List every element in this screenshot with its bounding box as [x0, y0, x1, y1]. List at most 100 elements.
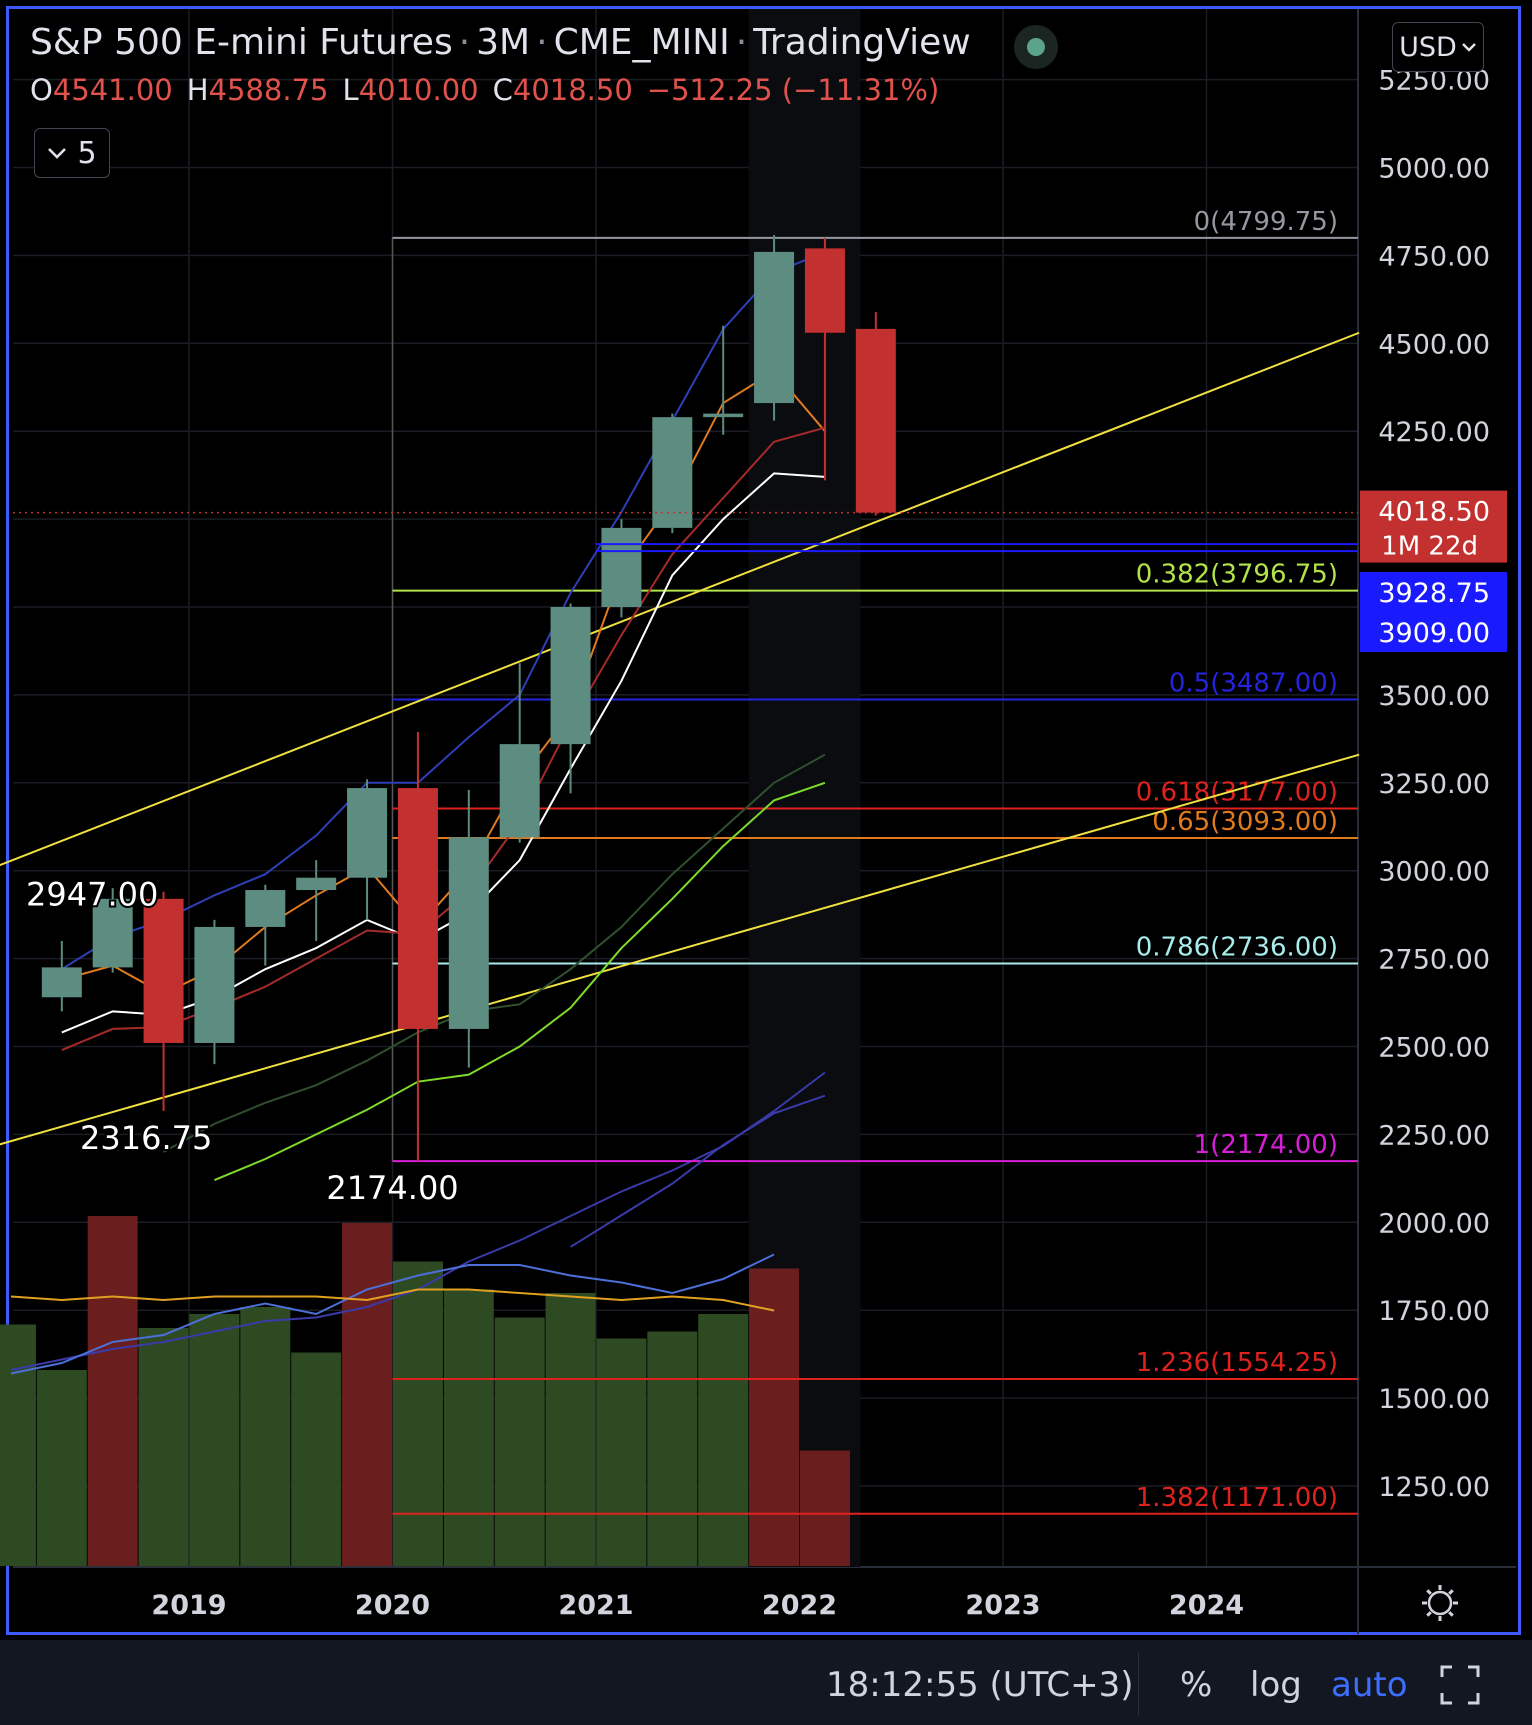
- price-annotation: 2947.00: [26, 875, 158, 913]
- price-axis-tick: 2500.00: [1378, 1033, 1490, 1064]
- volume-bar: [291, 1352, 342, 1566]
- candle: [601, 519, 642, 618]
- time-axis-tick: 2023: [965, 1590, 1040, 1621]
- moving-average-line: [61, 250, 826, 970]
- price-axis-tick: 4250.00: [1378, 417, 1490, 448]
- log-scale-toggle[interactable]: log: [1250, 1665, 1302, 1705]
- volume-bar: [36, 1370, 87, 1566]
- fib-level-label: 0.786(2736.00): [1136, 933, 1338, 963]
- candle-body: [601, 527, 642, 607]
- price-axis-tick: 5000.00: [1378, 154, 1490, 185]
- price-annotation: 2174.00: [326, 1169, 458, 1207]
- low-label: L: [342, 73, 359, 107]
- candle: [855, 312, 896, 516]
- price-label-text: 3928.75: [1378, 578, 1490, 609]
- time-axis-tick: 2020: [355, 1590, 430, 1621]
- candle: [754, 235, 795, 421]
- fib-level-label: 0.382(3796.75): [1136, 560, 1338, 590]
- price-axis-tick: 1500.00: [1378, 1384, 1490, 1415]
- candle: [194, 919, 235, 1065]
- price-axis: 1250.00 1500.00 1750.00 2000.00 2250.00 2500.…: [1360, 66, 1507, 1503]
- symbol-title[interactable]: S&P 500 E-mini Futures · 3M · CME_MINI · Tradi…: [30, 22, 971, 63]
- volume-bar: [799, 1450, 850, 1566]
- data-source: TradingView: [753, 22, 971, 63]
- candle-body: [41, 967, 82, 998]
- title-separator: ·: [735, 22, 748, 63]
- candle-body: [804, 248, 845, 333]
- fib-level-label: 1.382(1171.00): [1136, 1483, 1338, 1513]
- close-value: 4018.50: [512, 73, 633, 107]
- moving-average-line: [163, 753, 826, 1153]
- volume-bar: [240, 1307, 291, 1566]
- open-label: O: [30, 73, 53, 107]
- change-value: −512.25 (−11.31%): [646, 73, 940, 107]
- title-separator: ·: [458, 22, 471, 63]
- fibonacci-retracement: 0(4799.75) 0.382(3796.75) 0.5(3487.00) 0.61…: [391, 207, 1358, 1515]
- gear-tooth: [1426, 1611, 1432, 1617]
- volume-bar: [138, 1328, 189, 1566]
- candle: [397, 731, 438, 1162]
- candle-body: [296, 877, 337, 891]
- candle: [804, 237, 845, 481]
- fib-level-label: 1(2174.00): [1194, 1130, 1338, 1160]
- chart-footer: [0, 1640, 1532, 1725]
- price-axis-tick: 2750.00: [1378, 945, 1490, 976]
- moving-average-line: [61, 370, 826, 995]
- price-axis-tick: 3500.00: [1378, 681, 1490, 712]
- moving-average-line: [570, 1094, 826, 1248]
- indicator-count: 5: [77, 135, 97, 171]
- price-label-bg: [1360, 612, 1507, 652]
- market-status-icon[interactable]: [1014, 25, 1058, 69]
- time-axis-tick: 2019: [151, 1590, 226, 1621]
- price-label-text: 4018.50: [1378, 497, 1490, 528]
- settings-gear-icon[interactable]: [1422, 1585, 1458, 1621]
- price-label-bg: [1360, 572, 1507, 612]
- trend-line: [0, 753, 1360, 1146]
- fib-level-label: 0.5(3487.00): [1169, 668, 1338, 698]
- moving-average-line: [214, 781, 826, 1182]
- candle: [652, 413, 693, 534]
- volume-bar: [698, 1314, 749, 1566]
- price-label: 4018.50 1M 22d: [1360, 490, 1507, 563]
- candlesticks: [41, 235, 896, 1162]
- volume-bar: [596, 1338, 647, 1566]
- currency-selector[interactable]: USD: [1392, 22, 1484, 72]
- moving-average-line: [61, 426, 826, 1051]
- auto-scale-toggle[interactable]: auto: [1331, 1665, 1408, 1705]
- volume-ma-line: [10, 1253, 775, 1375]
- price-annotations: 2947.00 2316.75 2174.00: [13, 511, 1358, 1209]
- symbol-interval: 3M: [476, 22, 531, 63]
- price-chart[interactable]: 0(4799.75) 0.382(3796.75) 0.5(3487.00) 0.61…: [0, 0, 1532, 1640]
- candle-body: [245, 890, 286, 927]
- price-axis-tick: 3250.00: [1378, 769, 1490, 800]
- candle-body: [754, 251, 795, 404]
- session-clock[interactable]: 18:12:55 (UTC+3): [826, 1665, 1134, 1705]
- trend-line: [0, 331, 1360, 867]
- candle: [550, 603, 591, 794]
- currency-label: USD: [1399, 31, 1457, 63]
- volume-bars: [0, 1216, 850, 1566]
- candle-body: [347, 788, 388, 878]
- ohlc-values: O4541.00 H4588.75 L4010.00 C4018.50 −512.25 …: [30, 73, 971, 107]
- price-axis-tick: 1250.00: [1378, 1472, 1490, 1503]
- high-label: H: [186, 73, 209, 107]
- time-axis-tick: 2022: [762, 1590, 837, 1621]
- price-label-text: 3909.00: [1378, 618, 1490, 649]
- symbol-exchange: CME_MINI: [553, 22, 730, 63]
- volume-bar: [342, 1223, 393, 1566]
- indicators-toggle-button[interactable]: 5: [34, 128, 110, 178]
- percent-scale-toggle[interactable]: %: [1180, 1665, 1213, 1705]
- fib-level-label: 0.65(3093.00): [1152, 807, 1338, 837]
- volume-bar: [749, 1268, 800, 1566]
- price-axis-tick: 3000.00: [1378, 857, 1490, 888]
- close-label: C: [492, 73, 513, 107]
- gear-tooth: [1426, 1589, 1432, 1595]
- volume-ma-line: [10, 1288, 775, 1312]
- candle: [499, 663, 540, 843]
- price-axis-tick: 4750.00: [1378, 241, 1490, 272]
- symbol-name: S&P 500 E-mini Futures: [30, 22, 453, 63]
- candle: [143, 891, 184, 1111]
- gear-tooth: [1448, 1611, 1454, 1617]
- moving-average-line: [61, 472, 826, 1034]
- fullscreen-icon[interactable]: [1438, 1663, 1482, 1707]
